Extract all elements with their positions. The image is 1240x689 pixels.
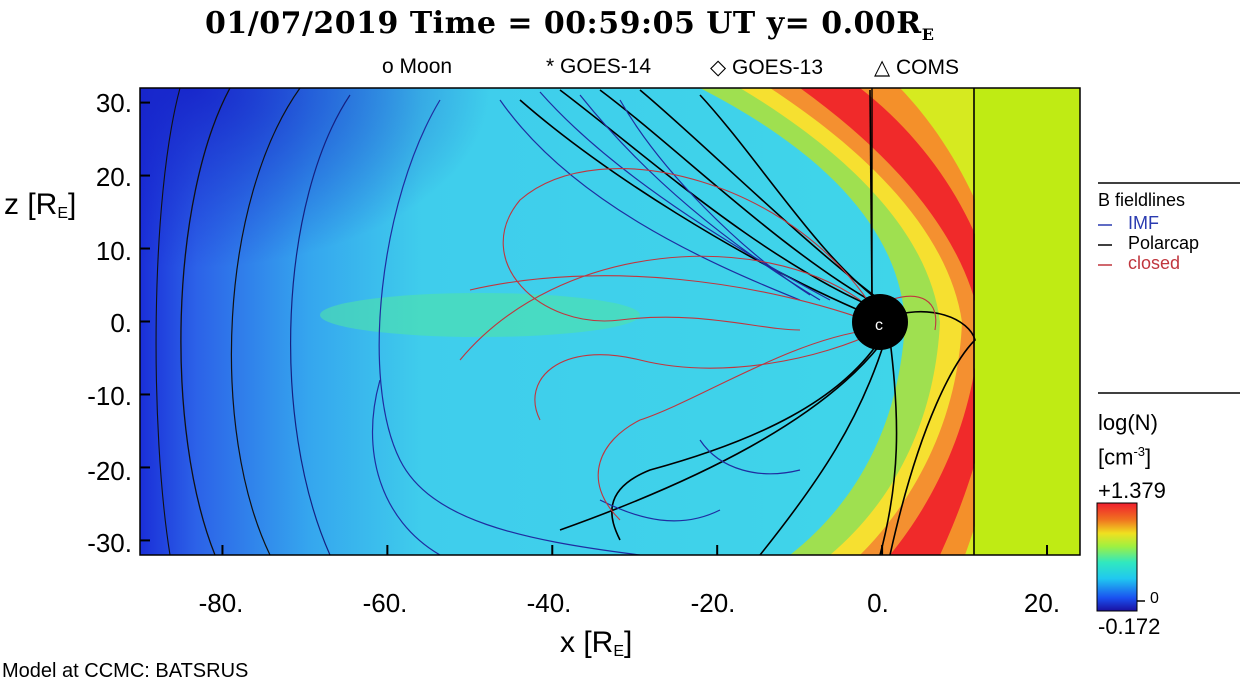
y-tick-label: 0.: [110, 308, 132, 338]
sat-legend-coms: △ COMS: [874, 55, 959, 80]
x-tick-label: -60.: [362, 588, 408, 618]
colorbar-unit: [cm-3]: [1098, 444, 1151, 470]
moon-marker: c: [875, 317, 883, 334]
title-text: 01/07/2019 Time = 00:59:05 UT y= 0.00R: [205, 6, 922, 41]
y-tick-label: -10.: [87, 381, 132, 411]
sat-legend-goes13: ◇ GOES-13: [710, 55, 823, 80]
y-label-sub: E: [57, 205, 69, 222]
y-axis-label: z [RE]: [4, 188, 76, 223]
sat-label: COMS: [896, 56, 959, 79]
y-tick-label: -20.: [87, 456, 132, 486]
legend-item-polarcap: Polarcap: [1128, 233, 1200, 253]
x-tick-label: -80.: [198, 588, 244, 618]
x-axis-label: x [RE]: [560, 626, 632, 661]
model-credit: Model at CCMC: BATSRUS: [2, 660, 249, 682]
sat-label: GOES-13: [732, 56, 824, 79]
chart-title: 01/07/2019 Time = 00:59:05 UT y= 0.00RE: [205, 6, 934, 44]
sat-legend-moon: o Moon: [382, 55, 452, 79]
y-tick-label: 30.: [95, 88, 132, 118]
density-heatmap: [140, 88, 1080, 555]
diamond-symbol-icon: ◇: [710, 56, 727, 79]
y-tick-label: 10.: [95, 236, 132, 266]
colorbar-min: -0.172: [1098, 614, 1161, 639]
unit-sup: -3: [1133, 444, 1146, 459]
legend-title: B fieldlines: [1098, 190, 1186, 210]
unit-text: [cm: [1098, 444, 1134, 470]
sat-legend-goes14: * GOES-14: [546, 55, 651, 79]
x-tick-label: 0.: [867, 588, 889, 618]
unit-close: ]: [1145, 444, 1152, 470]
x-label-sub: E: [613, 643, 625, 660]
x-tick-label: -40.: [526, 588, 572, 618]
triangle-symbol-icon: △: [874, 56, 891, 79]
title-subscript: E: [921, 25, 935, 44]
colorbar-zero-label: 0: [1150, 590, 1159, 607]
legend-item-imf: IMF: [1128, 213, 1159, 233]
sat-label: Moon: [399, 55, 453, 78]
earth-marker: [852, 294, 908, 350]
y-tick-label: 20.: [95, 162, 132, 192]
asterisk-symbol-icon: *: [546, 55, 555, 78]
y-label-close: ]: [68, 188, 77, 221]
x-label-text: x [R: [560, 626, 614, 659]
colorbar-max: +1.379: [1098, 478, 1166, 503]
x-label-close: ]: [624, 626, 633, 659]
moon-symbol-icon: o: [382, 55, 394, 78]
y-label-text: z [R: [4, 188, 58, 221]
x-tick-label: -20.: [690, 588, 736, 618]
legend-item-closed: closed: [1128, 253, 1181, 273]
sat-label: GOES-14: [560, 55, 652, 78]
x-tick-label: 20.: [1023, 588, 1061, 618]
colorbar-title: log(N): [1098, 410, 1158, 435]
colorbar: [1096, 502, 1138, 612]
y-tick-label: -30.: [87, 528, 132, 558]
